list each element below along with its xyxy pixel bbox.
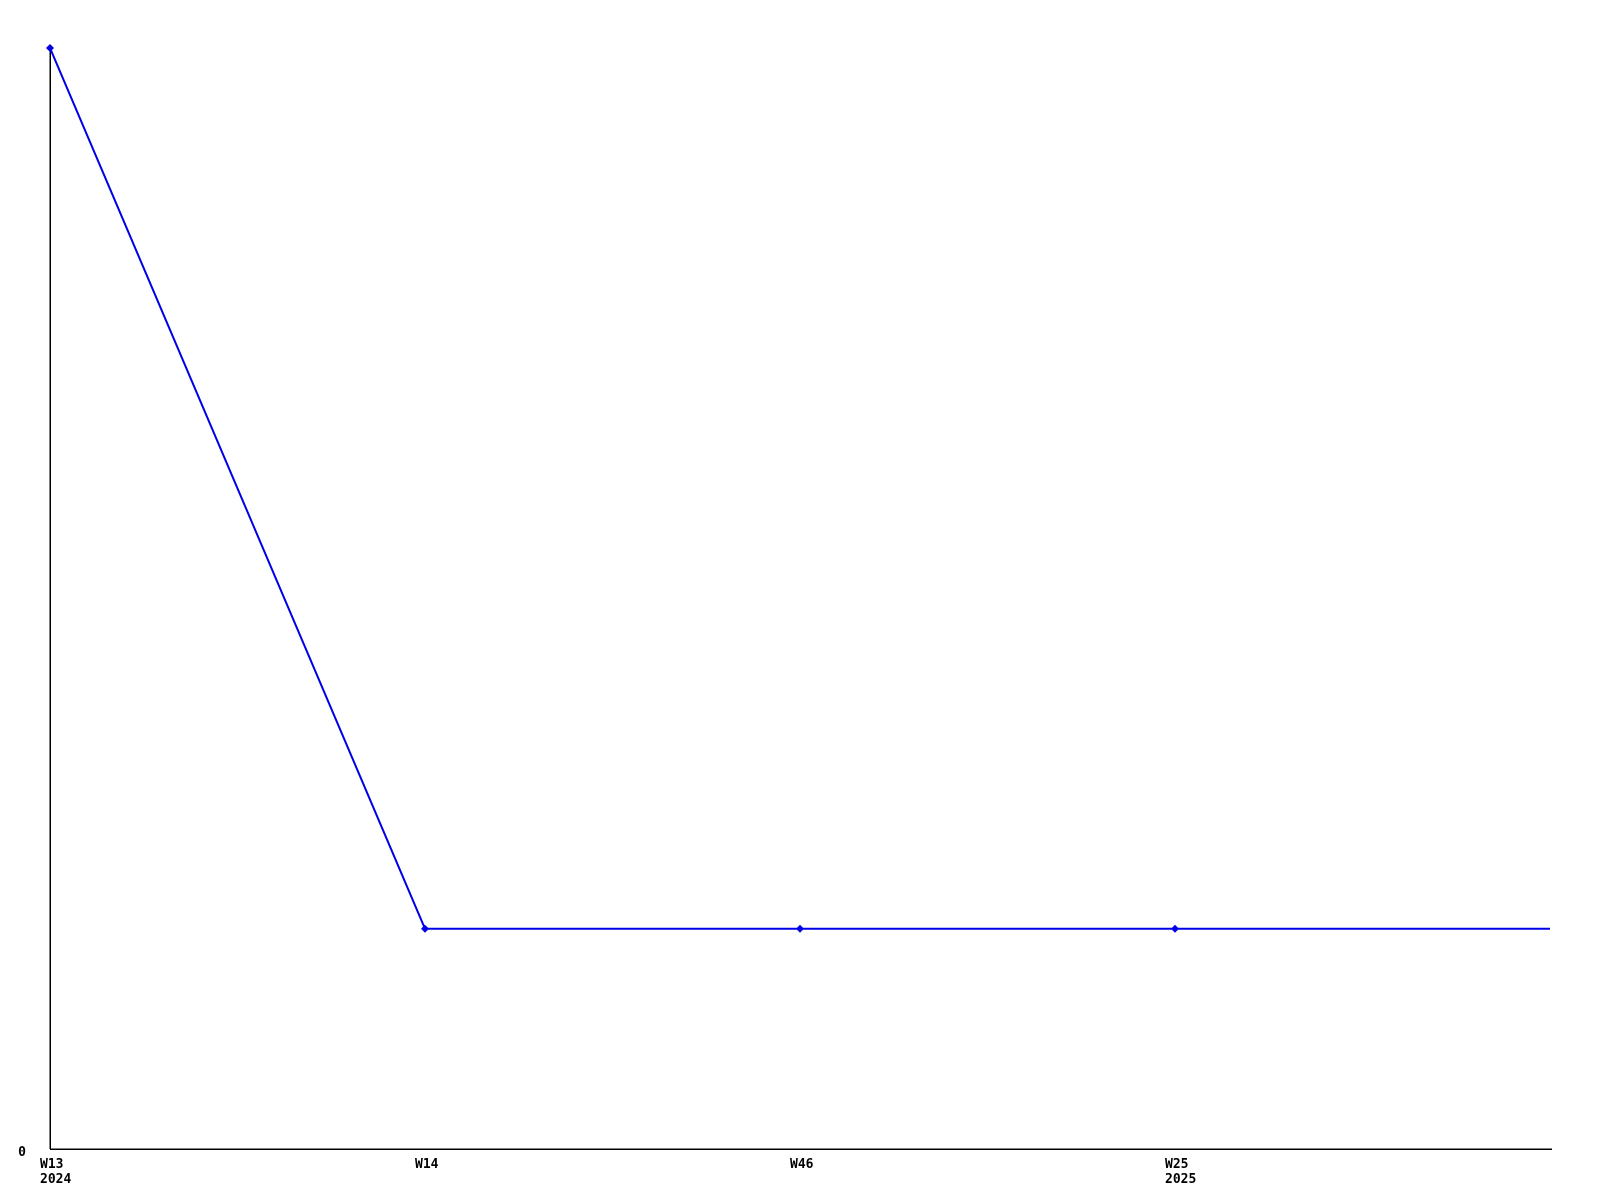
data-point-marker [796,924,804,933]
x-tick-year-label: 2025 [1165,1172,1196,1187]
x-tick-week-label: W13 [40,1157,63,1172]
data-point-marker [421,924,429,933]
data-point-marker [46,44,54,52]
y-tick-label: 0 [18,1145,26,1160]
series-line [49,47,1550,930]
x-tick-week-label: W25 [1165,1157,1188,1172]
x-tick-year-label: 2024 [40,1172,71,1187]
x-tick-week-label: W46 [790,1157,814,1172]
data-point-marker [1171,924,1179,933]
x-tick-week-label: W14 [415,1157,439,1172]
